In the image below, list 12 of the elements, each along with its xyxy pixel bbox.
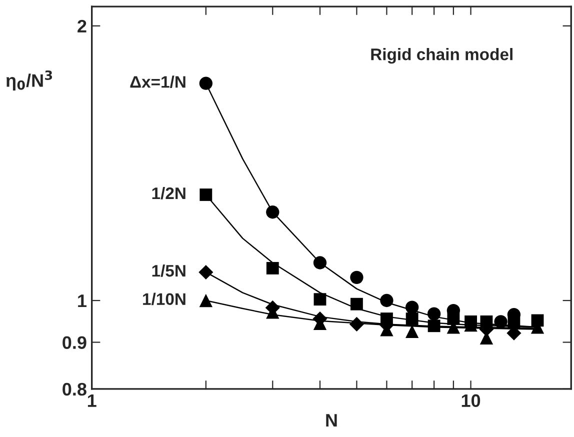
series-label: 1/5N — [152, 264, 186, 277]
y-tick-label: 1 — [78, 294, 86, 308]
x-tick-label: 10 — [462, 394, 480, 408]
series-label: Δx=1/N — [130, 76, 186, 88]
y-tick-label: 0.9 — [62, 336, 86, 349]
y-tick-label: 0.8 — [62, 382, 86, 396]
series-label: 1/10N — [143, 292, 186, 306]
series-label: 1/2N — [152, 186, 186, 200]
annotation: Rigid chain model — [371, 48, 512, 64]
x-axis-title: N — [326, 414, 337, 426]
y-tick-label: 2 — [78, 20, 86, 32]
y-axis-title: η$_{0}$/N$^{3}$ — [6, 70, 52, 90]
